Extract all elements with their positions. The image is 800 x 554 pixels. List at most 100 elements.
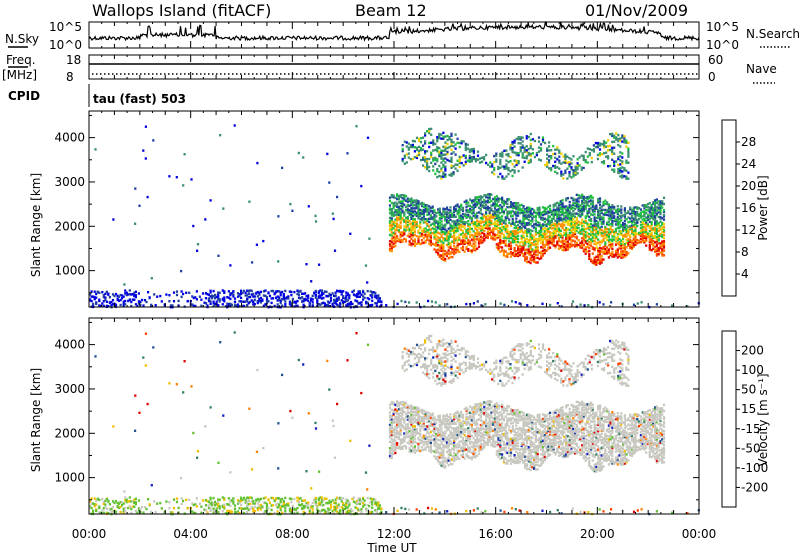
power-cell <box>380 300 383 303</box>
power-cell <box>95 292 98 296</box>
power-cell <box>504 255 507 258</box>
power-cell <box>661 245 664 248</box>
power-cell <box>650 222 653 225</box>
power-cell <box>529 241 532 244</box>
power-cell <box>444 212 447 216</box>
power-cell <box>525 228 529 231</box>
velocity-cell <box>358 502 362 505</box>
power-cell <box>311 301 314 304</box>
power-cell <box>320 289 323 292</box>
power-cell <box>442 255 445 258</box>
power-cell <box>627 210 630 213</box>
power-cell <box>444 167 447 170</box>
power-cell <box>543 245 546 248</box>
power-cell <box>515 153 518 157</box>
power-cell <box>240 289 243 292</box>
power-cell <box>534 261 537 264</box>
power-cell <box>419 218 422 221</box>
power-cell <box>591 202 594 206</box>
power-cell <box>597 247 600 251</box>
power-cell <box>424 205 427 208</box>
power-cell <box>586 239 589 242</box>
velocity-cell <box>354 501 357 504</box>
power-cell <box>476 222 479 225</box>
power-cell <box>134 303 137 306</box>
power-cell <box>464 160 467 164</box>
power-cell <box>488 222 491 225</box>
velocity-cell <box>388 428 392 431</box>
power-cell <box>440 257 443 260</box>
power-cell <box>406 228 409 231</box>
velocity-cell <box>101 498 104 501</box>
power-cell <box>440 235 443 239</box>
power-cell <box>623 225 626 229</box>
power-cell <box>435 225 438 229</box>
power-cell <box>224 305 227 308</box>
power-cell <box>452 151 455 154</box>
power-cell <box>602 230 605 233</box>
power-cell <box>429 206 432 209</box>
power-cell <box>552 144 555 148</box>
power-cell <box>588 215 591 219</box>
power-cell <box>609 148 612 152</box>
velocity-cell <box>343 507 346 511</box>
power-cell <box>623 141 626 144</box>
power-cell <box>607 203 610 206</box>
velocity-cell <box>294 511 298 514</box>
power-cell <box>645 228 648 232</box>
power-cell <box>505 167 508 170</box>
power-cell <box>645 219 648 222</box>
power-cell <box>575 204 578 207</box>
power-cell <box>552 234 555 238</box>
power-cell <box>584 252 587 255</box>
power-cell <box>460 220 463 224</box>
power-cell <box>348 302 351 305</box>
power-cell <box>412 222 415 226</box>
power-cell <box>463 213 466 216</box>
power-cell <box>541 206 545 209</box>
power-cell <box>595 226 598 229</box>
power-cell <box>388 196 392 199</box>
power-cell <box>196 243 200 246</box>
power-cell <box>345 291 348 294</box>
power-cell <box>435 212 438 215</box>
power-cell <box>406 216 409 219</box>
power-cell <box>565 227 568 230</box>
power-cell <box>565 197 568 200</box>
power-cell <box>517 152 520 155</box>
power-cell <box>493 222 497 226</box>
power-cell <box>576 162 579 165</box>
velocity-cell <box>323 497 326 500</box>
power-cell <box>563 239 566 242</box>
power-cell <box>648 248 651 251</box>
velocity-cell <box>206 500 209 503</box>
power-cell <box>438 249 441 252</box>
power-cell <box>314 296 317 299</box>
power-cell <box>429 209 432 213</box>
power-cell <box>90 290 93 293</box>
power-cell <box>652 236 655 240</box>
power-cell <box>545 240 548 243</box>
power-cell <box>408 204 411 207</box>
power-cell <box>527 260 530 264</box>
power-cell <box>570 176 573 179</box>
power-cell <box>584 247 587 251</box>
power-cell <box>558 151 561 154</box>
power-cell <box>582 220 585 223</box>
power-cell <box>322 292 325 295</box>
power-cell <box>529 209 532 212</box>
velocity-cell <box>246 506 249 510</box>
power-cell <box>456 220 459 223</box>
power-cell <box>629 245 632 248</box>
power-cell <box>594 141 597 145</box>
power-cell <box>552 208 555 211</box>
power-cell <box>590 244 593 247</box>
power-cell <box>595 223 598 226</box>
power-cell <box>518 244 521 247</box>
power-cell <box>561 213 564 216</box>
power-cell <box>652 216 655 219</box>
power-cell <box>529 235 532 238</box>
power-cell <box>611 230 614 233</box>
power-cell <box>596 141 599 145</box>
power-cell <box>403 228 406 231</box>
